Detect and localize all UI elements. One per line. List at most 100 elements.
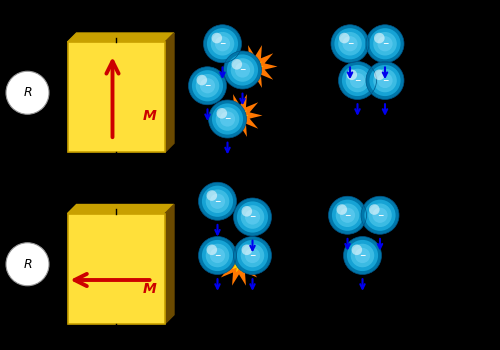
Ellipse shape (215, 36, 230, 51)
Text: −: − (377, 211, 383, 220)
Ellipse shape (196, 74, 220, 98)
Ellipse shape (240, 205, 264, 229)
Ellipse shape (204, 25, 242, 63)
Ellipse shape (369, 204, 380, 215)
Text: −: − (382, 39, 388, 48)
Ellipse shape (373, 69, 397, 92)
Ellipse shape (212, 103, 243, 135)
Ellipse shape (373, 32, 397, 56)
Ellipse shape (378, 36, 392, 51)
Ellipse shape (364, 199, 396, 231)
Ellipse shape (340, 208, 355, 223)
Ellipse shape (338, 62, 376, 99)
Ellipse shape (328, 196, 366, 234)
Text: −: − (204, 81, 210, 90)
Ellipse shape (6, 71, 49, 114)
Ellipse shape (346, 70, 357, 80)
Ellipse shape (188, 67, 226, 105)
Ellipse shape (200, 78, 215, 93)
Ellipse shape (332, 199, 363, 231)
Ellipse shape (206, 189, 230, 213)
Ellipse shape (338, 32, 362, 56)
Text: −: − (382, 76, 388, 85)
Ellipse shape (361, 196, 399, 234)
Ellipse shape (220, 111, 235, 127)
Text: −: − (240, 65, 246, 75)
Ellipse shape (245, 248, 260, 263)
Ellipse shape (202, 186, 233, 217)
Ellipse shape (347, 240, 378, 271)
Ellipse shape (196, 75, 207, 85)
Text: −: − (347, 39, 353, 48)
Ellipse shape (372, 208, 388, 223)
Ellipse shape (237, 201, 268, 233)
Ellipse shape (350, 73, 365, 88)
Text: −: − (220, 39, 226, 48)
Text: R: R (23, 258, 32, 271)
Ellipse shape (370, 28, 400, 60)
Ellipse shape (232, 59, 242, 70)
Ellipse shape (334, 28, 366, 60)
Polygon shape (232, 45, 278, 88)
Text: −: − (344, 211, 350, 220)
Bar (68, 214, 165, 324)
Text: M: M (143, 108, 157, 122)
Ellipse shape (331, 25, 369, 63)
Text: −: − (214, 197, 220, 206)
Text: −: − (360, 251, 366, 260)
Text: −: − (224, 114, 230, 124)
Ellipse shape (366, 25, 404, 63)
Ellipse shape (339, 33, 349, 43)
Polygon shape (216, 243, 262, 286)
Polygon shape (232, 107, 248, 124)
Ellipse shape (336, 203, 359, 227)
Ellipse shape (235, 62, 250, 78)
Ellipse shape (374, 33, 384, 43)
Polygon shape (165, 204, 174, 324)
Polygon shape (68, 204, 174, 214)
Ellipse shape (227, 54, 258, 86)
Ellipse shape (374, 70, 384, 80)
Ellipse shape (210, 194, 225, 209)
Ellipse shape (206, 244, 230, 267)
Text: R: R (23, 86, 32, 99)
Ellipse shape (368, 203, 392, 227)
Text: −: − (250, 212, 256, 222)
Ellipse shape (237, 240, 268, 271)
Ellipse shape (198, 182, 236, 220)
Text: −: − (214, 251, 220, 260)
Ellipse shape (224, 51, 262, 89)
Ellipse shape (242, 206, 252, 217)
Ellipse shape (336, 204, 347, 215)
Ellipse shape (342, 36, 357, 51)
Text: −: − (250, 251, 256, 260)
Ellipse shape (206, 245, 217, 255)
Ellipse shape (366, 62, 404, 99)
Ellipse shape (210, 248, 225, 263)
Ellipse shape (350, 244, 374, 267)
Ellipse shape (234, 198, 272, 236)
Ellipse shape (234, 237, 272, 274)
Polygon shape (165, 33, 174, 152)
Ellipse shape (216, 108, 227, 119)
Polygon shape (246, 58, 264, 75)
Ellipse shape (242, 245, 252, 255)
Ellipse shape (342, 65, 373, 96)
Text: M: M (143, 282, 157, 296)
Ellipse shape (344, 237, 382, 274)
Ellipse shape (370, 65, 400, 96)
Ellipse shape (198, 237, 236, 274)
Ellipse shape (352, 245, 362, 255)
Text: −: − (354, 76, 360, 85)
Ellipse shape (216, 107, 240, 131)
Ellipse shape (355, 248, 370, 263)
Bar (68, 42, 165, 152)
Polygon shape (68, 33, 174, 42)
Ellipse shape (240, 244, 264, 267)
Ellipse shape (207, 28, 238, 60)
Ellipse shape (378, 73, 392, 88)
Ellipse shape (230, 58, 254, 82)
Ellipse shape (202, 240, 233, 271)
Polygon shape (218, 94, 262, 137)
Ellipse shape (208, 100, 246, 138)
